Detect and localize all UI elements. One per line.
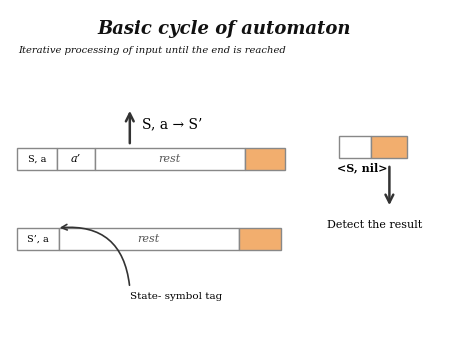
Text: State- symbol tag: State- symbol tag <box>130 292 222 301</box>
Bar <box>57 148 95 170</box>
Text: Detect the result: Detect the result <box>328 220 423 230</box>
Bar <box>17 228 59 250</box>
Bar <box>17 148 57 170</box>
Text: Basic cycle of automaton: Basic cycle of automaton <box>98 20 351 38</box>
Text: a’: a’ <box>71 154 81 164</box>
Text: <S, nil>: <S, nil> <box>338 162 388 173</box>
Text: S, a: S, a <box>28 154 46 164</box>
Text: S’, a: S’, a <box>27 235 49 243</box>
Text: rest: rest <box>138 234 160 244</box>
Bar <box>238 228 280 250</box>
Bar <box>95 148 245 170</box>
Bar <box>245 148 284 170</box>
Bar <box>339 136 371 158</box>
Text: Iterative processing of input until the end is reached: Iterative processing of input until the … <box>18 46 286 55</box>
Bar <box>371 136 407 158</box>
Text: S, a → S’: S, a → S’ <box>142 117 202 131</box>
Bar <box>59 228 238 250</box>
Text: rest: rest <box>158 154 181 164</box>
